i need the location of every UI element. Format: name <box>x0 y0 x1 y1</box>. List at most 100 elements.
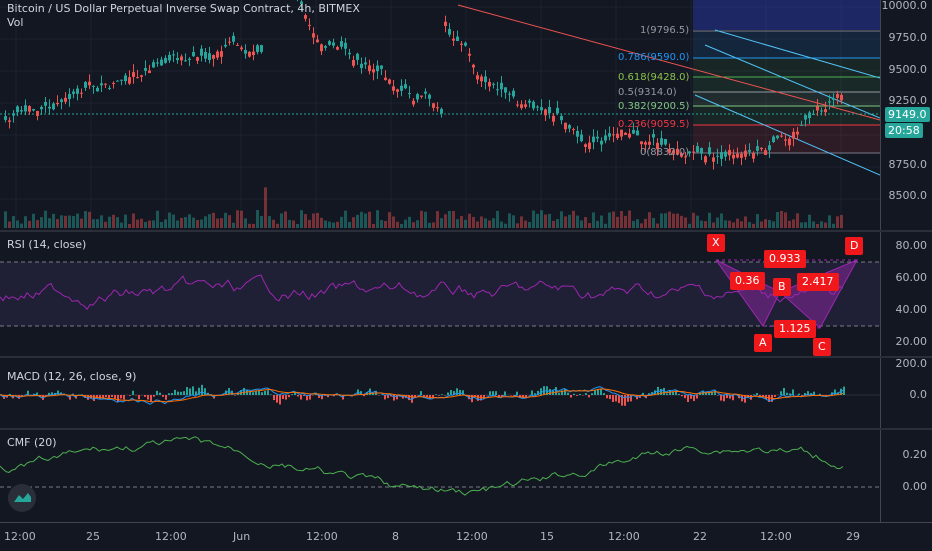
volume-bar <box>232 223 235 228</box>
macd-histogram-bar <box>615 395 617 401</box>
candle-body <box>724 152 727 157</box>
harmonic-point-c[interactable]: C <box>813 338 831 356</box>
rsi-pane[interactable]: RSI (14, close) X A B C D 0.36 0.933 1.1… <box>0 232 880 356</box>
candle-body <box>416 94 419 99</box>
macd-histogram-bar <box>780 391 782 395</box>
candle-body <box>104 84 107 85</box>
rsi-axis[interactable]: 80.00 60.00 40.00 20.00 <box>880 232 932 356</box>
candle-body <box>196 57 199 61</box>
volume-bar <box>108 217 111 228</box>
fib-level-1: 1(9796.5) <box>640 25 689 36</box>
volume-bar <box>820 221 823 228</box>
macd-histogram-bar <box>156 391 158 395</box>
volume-bar <box>428 223 431 228</box>
chart-title: Bitcoin / US Dollar Perpetual Inverse Sw… <box>7 2 360 15</box>
macd-histogram-bar <box>726 395 728 398</box>
candle-body <box>628 134 631 138</box>
volume-bar <box>352 217 355 228</box>
macd-histogram-bar <box>576 395 578 396</box>
candle-body <box>508 94 511 95</box>
volume-bar <box>276 224 279 228</box>
volume-bar <box>68 215 71 228</box>
macd-histogram-bar <box>606 395 608 398</box>
price-tick: 10000.0 <box>882 0 928 12</box>
cmf-pane[interactable]: CMF (20) <box>0 430 880 522</box>
volume-bar <box>532 211 535 228</box>
candle-body <box>424 92 427 94</box>
volume-bar <box>808 215 811 228</box>
volume-bar <box>20 224 23 228</box>
macd-histogram-bar <box>147 395 149 400</box>
price-pane[interactable]: Bitcoin / US Dollar Perpetual Inverse Sw… <box>0 0 880 230</box>
volume-bar <box>452 211 455 228</box>
macd-histogram-bar <box>192 386 194 395</box>
macd-histogram-bar <box>540 388 542 395</box>
time-axis[interactable]: 12:00 25 12:00 Jun 12:00 8 12:00 15 12:0… <box>0 522 932 551</box>
macd-histogram-bar <box>504 391 506 395</box>
tradingview-logo-icon[interactable] <box>8 484 36 512</box>
volume-bar <box>116 217 119 228</box>
candle-body <box>752 153 755 159</box>
cmf-axis[interactable]: 0.20 0.00 <box>880 430 932 522</box>
volume-bar <box>408 217 411 228</box>
macd-histogram-bar <box>297 395 299 397</box>
macd-histogram-bar <box>489 391 491 395</box>
candle-body <box>356 54 359 60</box>
volume-bar <box>160 222 163 228</box>
volume-bar <box>768 220 771 228</box>
candle-body <box>152 62 155 67</box>
macd-tick: 200.0 <box>896 358 928 370</box>
volume-bar <box>212 213 215 228</box>
candle-body <box>112 83 115 84</box>
candle-body <box>692 152 695 153</box>
candle-body <box>500 83 503 90</box>
fib-zone <box>693 58 880 77</box>
macd-histogram-bar <box>666 394 668 395</box>
macd-histogram-bar <box>585 393 587 395</box>
harmonic-point-a[interactable]: A <box>754 334 772 352</box>
volume-bar <box>384 221 387 228</box>
rsi-chart[interactable] <box>0 232 880 356</box>
candle-body <box>732 155 735 159</box>
volume-bar <box>780 211 783 228</box>
volume-bar <box>800 222 803 228</box>
last-price-tag: 9149.0 <box>885 107 930 122</box>
price-axis[interactable]: 10000.0 9750.0 9500.0 9250.0 8750.0 8500… <box>880 0 932 230</box>
volume-bar <box>152 220 155 228</box>
volume-bar <box>60 215 63 228</box>
macd-histogram-bar <box>132 391 134 395</box>
macd-histogram-bar <box>288 395 290 397</box>
volume-bar <box>660 213 663 228</box>
harmonic-point-x[interactable]: X <box>707 234 725 252</box>
price-chart[interactable] <box>0 0 880 230</box>
macd-histogram-bar <box>690 395 692 399</box>
candle-body <box>472 65 475 68</box>
candle-body <box>484 76 487 82</box>
volume-bar <box>132 213 135 228</box>
volume-bar <box>12 216 15 228</box>
macd-histogram-bar <box>99 395 101 399</box>
volume-bar <box>204 216 207 228</box>
cmf-chart[interactable] <box>0 430 880 522</box>
macd-histogram-bar <box>276 395 278 403</box>
volume-bar <box>80 219 83 228</box>
macd-histogram-bar <box>264 391 266 395</box>
macd-histogram-bar <box>684 395 686 398</box>
candle-body <box>572 129 575 130</box>
macd-pane[interactable]: MACD (12, 26, close, 9) <box>0 358 880 428</box>
macd-histogram-bar <box>696 395 698 399</box>
candle-body <box>544 109 547 115</box>
macd-axis[interactable]: 200.0 0.0 <box>880 358 932 428</box>
candle-body <box>376 66 379 72</box>
macd-chart[interactable] <box>0 358 880 428</box>
cmf-tick: 0.00 <box>903 481 928 493</box>
volume-bar <box>244 218 247 228</box>
candle-body <box>616 134 619 138</box>
candle-body <box>648 142 651 145</box>
harmonic-point-d[interactable]: D <box>845 237 863 255</box>
price-tick: 9750.0 <box>889 32 928 44</box>
volume-bar <box>540 210 543 228</box>
candle-body <box>780 136 783 137</box>
harmonic-point-b[interactable]: B <box>773 278 791 296</box>
volume-bar <box>88 212 91 228</box>
